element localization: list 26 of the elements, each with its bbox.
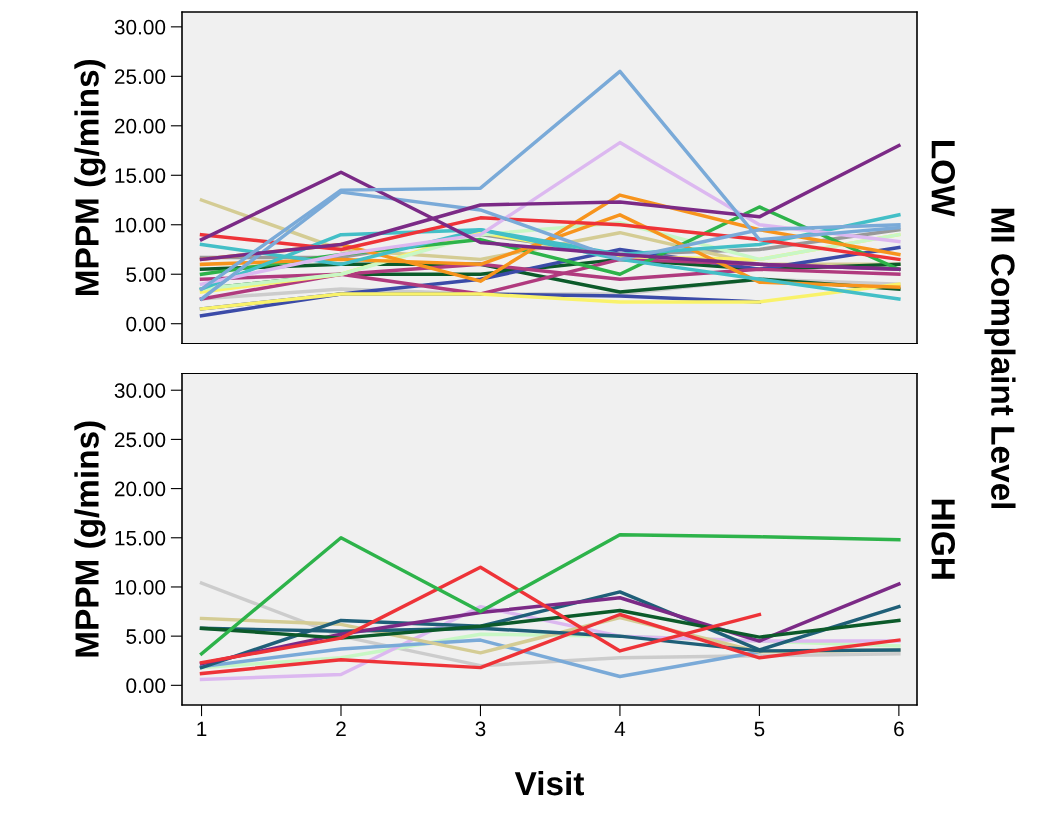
x-tick-label: 1 <box>197 721 207 737</box>
y-axis-title: MPPM (g/mins) <box>74 59 106 295</box>
text: MI Complaint Level <box>984 208 1016 509</box>
y-tick-label: 30.00 <box>114 19 166 35</box>
y-tick-label: 25.00 <box>114 69 166 85</box>
y-tick-label: 15.00 <box>115 530 166 546</box>
x-tick-label: 4 <box>614 721 626 737</box>
text: HIGH <box>931 499 956 579</box>
y-tick-label: 15.00 <box>115 168 166 184</box>
y-tick-label: 20.00 <box>114 118 166 134</box>
y-tick-label: 0.00 <box>126 678 166 694</box>
x-tick-label: 3 <box>475 721 486 737</box>
y-tick-label: 20.00 <box>114 481 166 497</box>
y-tick-label: 0.00 <box>126 316 166 332</box>
y-tick-label: 10.00 <box>115 217 166 233</box>
y-tick-label: 5.00 <box>126 267 166 282</box>
y-axis-title: MPPM (g/mins) <box>74 421 106 657</box>
x-tick-label: 5 <box>754 721 765 737</box>
y-tick-label: 30.00 <box>114 383 166 398</box>
x-tick-label: 6 <box>894 721 904 737</box>
y-tick-label: 5.00 <box>126 629 166 644</box>
text: LOW <box>931 141 956 217</box>
y-tick-label: 10.00 <box>115 579 166 595</box>
y-tick-label: 25.00 <box>114 432 166 448</box>
x-axis-title: Visit <box>514 770 584 796</box>
x-tick-label: 2 <box>336 721 346 737</box>
